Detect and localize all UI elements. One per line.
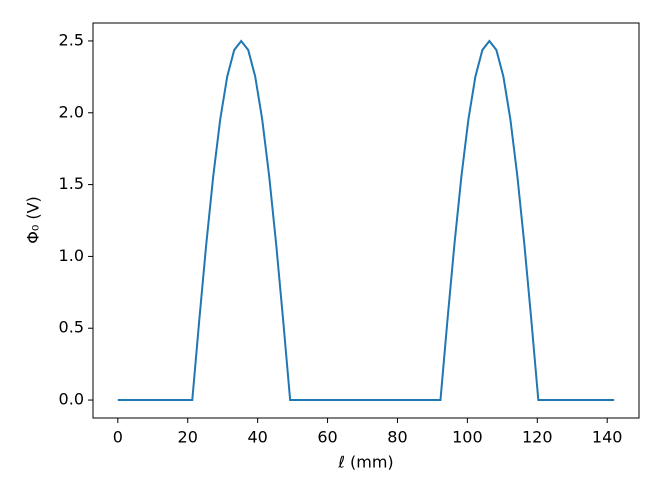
y-tick-label: 0.0 xyxy=(59,390,84,409)
y-tick-label: 2.0 xyxy=(59,102,84,121)
x-tick-label: 0 xyxy=(113,428,123,447)
x-tick-label: 60 xyxy=(317,428,337,447)
y-tick-label: 1.0 xyxy=(59,246,84,265)
x-tick-label: 120 xyxy=(522,428,553,447)
data-line xyxy=(117,39,615,402)
plot-frame xyxy=(92,22,640,419)
x-tick-label: 140 xyxy=(592,428,623,447)
x-tick-label: 40 xyxy=(247,428,267,447)
y-axis-label: Φ₀ (V) xyxy=(24,196,43,244)
y-tick-label: 2.5 xyxy=(59,30,84,49)
x-axis-label: ℓ (mm) xyxy=(337,453,393,472)
y-tick-label: 1.5 xyxy=(59,174,84,193)
x-tick-label: 80 xyxy=(387,428,407,447)
x-tick-label: 100 xyxy=(452,428,483,447)
x-tick-label: 20 xyxy=(178,428,198,447)
y-tick-label: 0.5 xyxy=(59,318,84,337)
